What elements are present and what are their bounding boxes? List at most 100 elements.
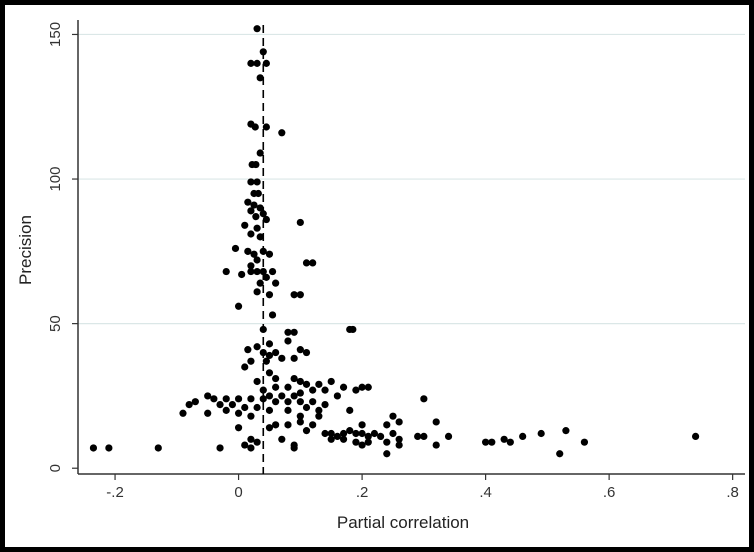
data-point — [247, 444, 255, 452]
data-point — [395, 435, 403, 443]
data-point — [250, 250, 258, 258]
data-point — [247, 230, 255, 238]
data-point — [234, 302, 243, 310]
data-point — [315, 406, 323, 414]
data-point — [383, 421, 391, 429]
data-point — [346, 406, 354, 414]
data-point — [358, 383, 366, 391]
data-point — [254, 189, 262, 198]
data-point — [247, 357, 255, 365]
data-point — [216, 400, 224, 409]
data-point — [272, 348, 280, 357]
data-point — [389, 412, 397, 420]
data-point — [420, 395, 428, 403]
x-axis-title: Partial correlation — [337, 513, 469, 532]
data-point — [414, 432, 422, 441]
data-point — [204, 392, 212, 400]
data-point — [253, 224, 261, 232]
data-point — [210, 395, 218, 403]
data-point — [228, 400, 236, 409]
data-point — [216, 444, 224, 452]
data-point — [253, 288, 261, 296]
data-point — [302, 403, 311, 412]
x-axis-ticks: -.2 0 .2 .4 .6 .8 — [106, 474, 739, 501]
data-point — [370, 429, 379, 438]
data-point — [204, 409, 212, 417]
data-point — [444, 432, 453, 441]
data-point — [488, 438, 496, 446]
data-point — [262, 357, 270, 365]
data-point — [259, 210, 267, 218]
y-tick-label: 0 — [47, 464, 64, 472]
data-point — [259, 267, 267, 276]
y-tick-label: 150 — [47, 22, 64, 47]
data-point — [327, 435, 335, 443]
data-point — [290, 392, 298, 400]
data-point — [244, 247, 252, 255]
data-point — [265, 392, 274, 400]
data-point — [222, 395, 230, 403]
data-point — [327, 429, 335, 438]
data-point — [241, 403, 249, 412]
data-point — [358, 441, 366, 449]
data-point — [105, 444, 113, 452]
data-point — [389, 429, 397, 438]
data-point — [272, 383, 280, 391]
data-point — [321, 400, 329, 409]
data-point — [333, 392, 341, 400]
data-point — [278, 435, 286, 443]
data-point — [256, 149, 264, 157]
data-point — [262, 273, 270, 281]
data-point — [364, 383, 372, 391]
x-tick-label: 0 — [234, 484, 242, 501]
data-point — [349, 325, 357, 334]
data-point — [272, 421, 280, 429]
data-point — [253, 256, 261, 264]
data-point — [241, 441, 249, 449]
data-point — [284, 328, 292, 336]
data-point — [247, 267, 255, 276]
data-point — [262, 123, 270, 131]
data-point — [537, 429, 545, 438]
data-point — [247, 178, 255, 186]
data-point — [268, 311, 277, 319]
data-point — [238, 270, 246, 279]
data-point — [259, 395, 267, 403]
data-point — [296, 389, 304, 397]
data-point — [284, 337, 292, 345]
data-point — [309, 421, 317, 429]
data-point — [333, 432, 341, 441]
data-point — [432, 418, 440, 426]
data-point — [290, 444, 298, 452]
data-point — [580, 438, 589, 446]
data-point — [256, 74, 264, 82]
data-point — [364, 432, 372, 441]
data-point — [222, 406, 230, 414]
data-point — [244, 346, 252, 354]
x-tick-label: .4 — [479, 484, 492, 501]
data-point — [352, 429, 360, 438]
data-point — [377, 432, 385, 441]
data-point — [321, 386, 329, 394]
data-point — [247, 207, 255, 215]
data-point — [500, 435, 508, 443]
data-point — [482, 438, 490, 446]
data-point — [253, 438, 261, 446]
data-point — [265, 250, 274, 258]
data-point — [272, 398, 280, 406]
data-point — [256, 204, 264, 212]
data-point — [278, 354, 286, 362]
data-point — [364, 438, 372, 446]
data-point — [262, 215, 270, 224]
data-point — [420, 432, 428, 441]
data-point — [185, 400, 193, 409]
data-point — [272, 279, 280, 287]
x-tick-label: .6 — [603, 484, 616, 501]
data-point — [290, 291, 298, 299]
data-point — [506, 438, 514, 446]
data-point — [432, 441, 440, 449]
data-point — [253, 25, 261, 33]
data-point — [290, 328, 298, 336]
data-point — [191, 398, 199, 406]
data-point — [247, 59, 255, 67]
